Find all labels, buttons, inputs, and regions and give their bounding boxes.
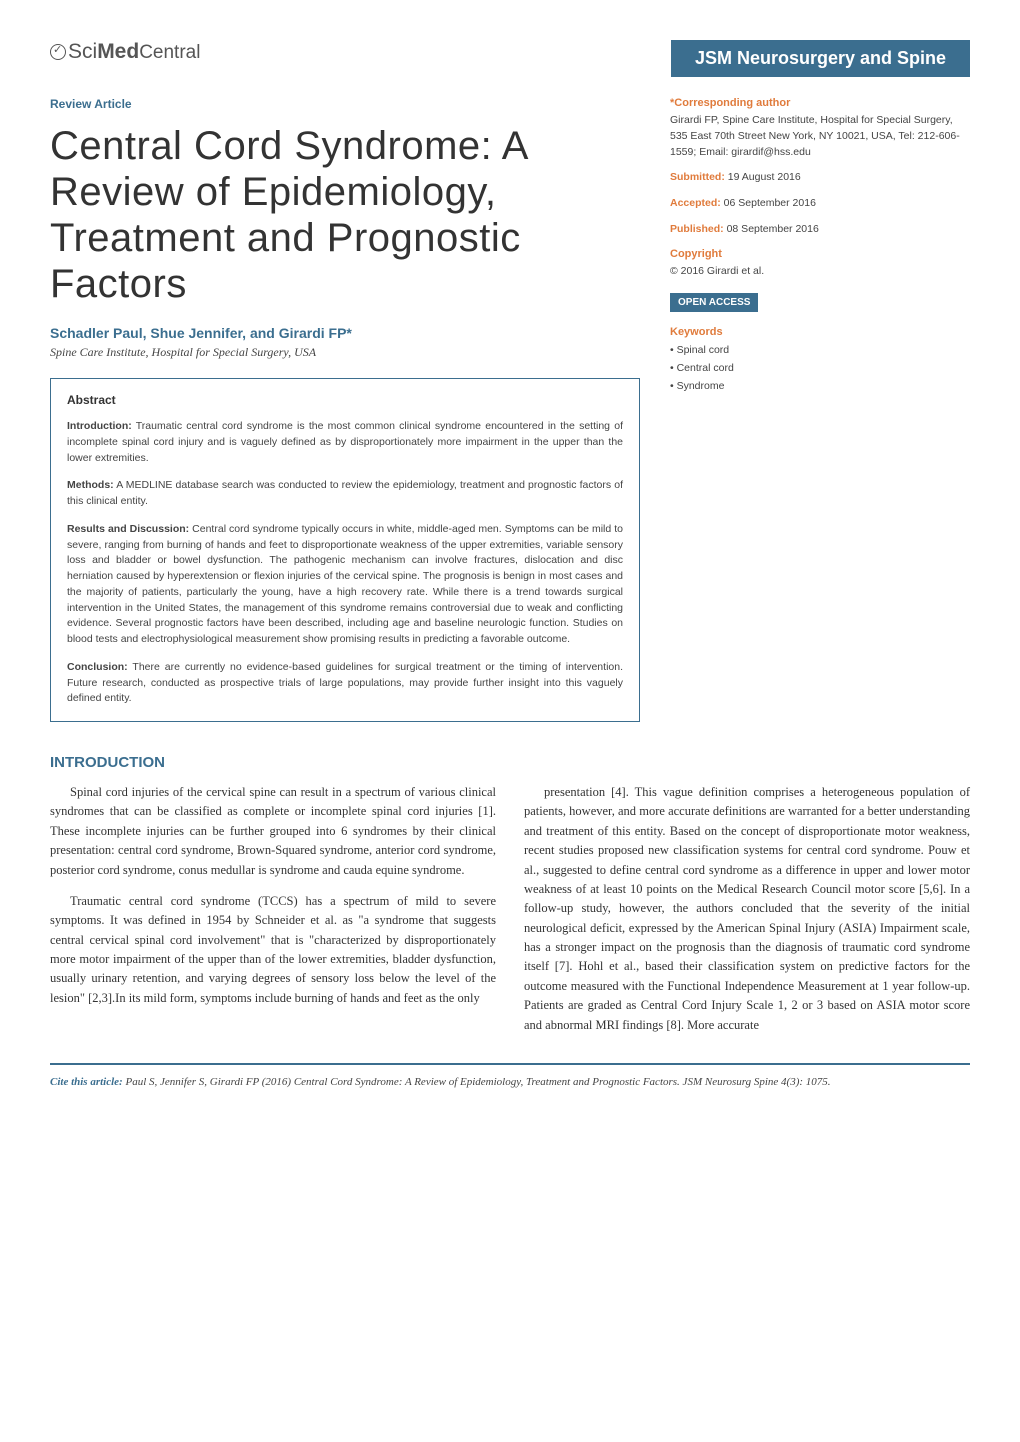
citation-footer: Cite this article: Paul S, Jennifer S, G…: [50, 1063, 970, 1090]
abstract-intro: Introduction: Traumatic central cord syn…: [67, 419, 623, 466]
keywords-heading: Keywords: [670, 326, 970, 338]
abstract-results: Results and Discussion: Central cord syn…: [67, 522, 623, 648]
copyright-text: © 2016 Girardi et al.: [670, 264, 970, 280]
cite-text: Paul S, Jennifer S, Girardi FP (2016) Ce…: [123, 1076, 831, 1088]
page-container: SciMedCentral JSM Neurosurgery and Spine…: [0, 0, 1020, 1120]
abstract-conclusion-label: Conclusion:: [67, 661, 128, 673]
keyword-item: • Central cord: [670, 360, 970, 378]
submitted-value: 19 August 2016: [725, 171, 801, 183]
corresponding-text: Girardi FP, Spine Care Institute, Hospit…: [670, 113, 970, 160]
article-title: Central Cord Syndrome: A Review of Epide…: [50, 123, 640, 307]
published-value: 08 September 2016: [724, 223, 819, 235]
left-column: Review Article Central Cord Syndrome: A …: [50, 97, 640, 746]
cite-label: Cite this article:: [50, 1076, 123, 1088]
intro-heading: INTRODUCTION: [50, 754, 970, 771]
abstract-heading: Abstract: [67, 393, 623, 407]
right-column-meta: *Corresponding author Girardi FP, Spine …: [670, 97, 970, 746]
abstract-results-label: Results and Discussion:: [67, 523, 189, 535]
header-row: SciMedCentral JSM Neurosurgery and Spine: [50, 40, 970, 77]
copyright-heading: Copyright: [670, 248, 970, 260]
submitted-label: Submitted:: [670, 171, 725, 183]
abstract-intro-label: Introduction:: [67, 420, 132, 432]
publisher-logo: SciMedCentral: [50, 40, 200, 64]
corresponding-heading: *Corresponding author: [670, 97, 970, 109]
abstract-methods-label: Methods:: [67, 479, 114, 491]
authors: Schadler Paul, Shue Jennifer, and Girard…: [50, 325, 640, 341]
keywords-list: • Spinal cord • Central cord • Syndrome: [670, 342, 970, 396]
abstract-methods: Methods: A MEDLINE database search was c…: [67, 478, 623, 510]
keyword-item: • Spinal cord: [670, 342, 970, 360]
abstract-results-text: Central cord syndrome typically occurs i…: [67, 523, 623, 645]
published-label: Published:: [670, 223, 724, 235]
article-type: Review Article: [50, 97, 640, 111]
accepted-value: 06 September 2016: [721, 197, 816, 209]
abstract-intro-text: Traumatic central cord syndrome is the m…: [67, 420, 623, 464]
abstract-methods-text: A MEDLINE database search was conducted …: [67, 479, 623, 507]
open-access-badge: OPEN ACCESS: [670, 293, 758, 312]
accepted-line: Accepted: 06 September 2016: [670, 196, 970, 212]
abstract-conclusion: Conclusion: There are currently no evide…: [67, 660, 623, 707]
body-paragraph: Traumatic central cord syndrome (TCCS) h…: [50, 892, 496, 1008]
body-paragraph: presentation [4]. This vague definition …: [524, 783, 970, 1035]
submitted-line: Submitted: 19 August 2016: [670, 170, 970, 186]
affiliation: Spine Care Institute, Hospital for Speci…: [50, 345, 640, 360]
abstract-conclusion-text: There are currently no evidence-based gu…: [67, 661, 623, 705]
keyword-item: • Syndrome: [670, 378, 970, 396]
published-line: Published: 08 September 2016: [670, 222, 970, 238]
accepted-label: Accepted:: [670, 197, 721, 209]
body-columns: Spinal cord injuries of the cervical spi…: [50, 783, 970, 1035]
logo-check-icon: [50, 44, 66, 60]
upper-two-column: Review Article Central Cord Syndrome: A …: [50, 97, 970, 746]
journal-badge: JSM Neurosurgery and Spine: [671, 40, 970, 77]
abstract-box: Abstract Introduction: Traumatic central…: [50, 378, 640, 722]
body-paragraph: Spinal cord injuries of the cervical spi…: [50, 783, 496, 880]
